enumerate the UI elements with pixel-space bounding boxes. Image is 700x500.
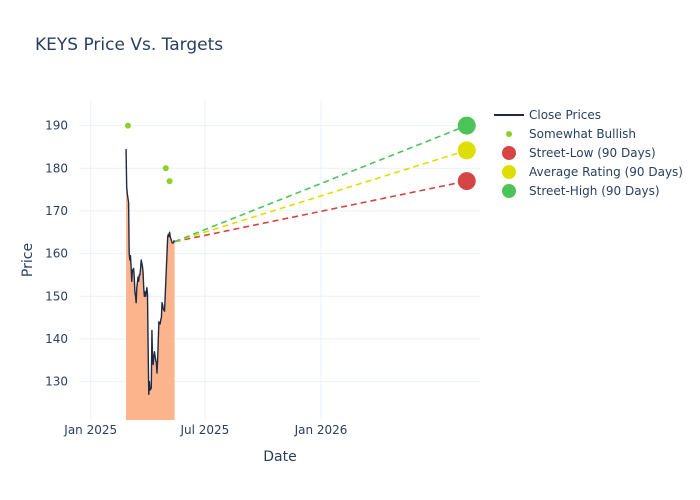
x-tick-label: Jul 2025 [179,423,229,437]
legend-label: Close Prices [529,108,601,122]
x-axis: Jan 2025 Jul 2025 Jan 2026 [63,423,347,437]
y-axis-title: Price [20,243,36,277]
y-tick-label: 190 [45,119,68,133]
somewhat-bullish-point [162,165,169,172]
close-price-area [126,149,175,421]
chart-title: KEYS Price Vs. Targets [35,35,223,55]
target-end-point [457,116,476,135]
legend: Close Prices Somewhat Bullish Street-Low (… [494,108,683,198]
y-axis: 130 140 150 160 170 180 190 [45,119,68,389]
y-tick-label: 180 [45,161,68,175]
legend-item[interactable]: Street-High (90 Days) [502,184,660,198]
series-layer [125,124,468,396]
legend-swatch [506,131,512,137]
y-tick-label: 130 [45,375,68,389]
x-axis-title: Date [263,449,296,465]
y-tick-label: 160 [45,247,68,261]
legend-label: Street-High (90 Days) [529,184,660,198]
legend-label: Street-Low (90 Days) [529,146,656,160]
y-tick-label: 150 [45,289,68,303]
target-line [174,149,467,243]
target-end-point [457,141,476,160]
legend-swatch [502,165,516,179]
legend-item[interactable]: Street-Low (90 Days) [502,146,656,160]
marker-layer [124,116,476,191]
y-tick-label: 140 [45,332,68,346]
legend-swatch [502,146,516,160]
x-tick-label: Jan 2025 [63,423,117,437]
somewhat-bullish-point [166,178,173,185]
close-area [126,149,175,421]
legend-item[interactable]: Somewhat Bullish [506,127,636,141]
x-tick-label: Jan 2026 [294,423,348,437]
close-price-line [125,149,176,396]
target-line [174,124,468,243]
somewhat-bullish-point [124,122,131,129]
target-end-point [457,172,476,191]
y-tick-label: 170 [45,204,68,218]
legend-item[interactable]: Average Rating (90 Days) [502,165,683,179]
legend-label: Somewhat Bullish [529,127,636,141]
legend-swatch [502,184,516,198]
legend-item[interactable]: Close Prices [494,108,601,122]
legend-label: Average Rating (90 Days) [529,165,683,179]
